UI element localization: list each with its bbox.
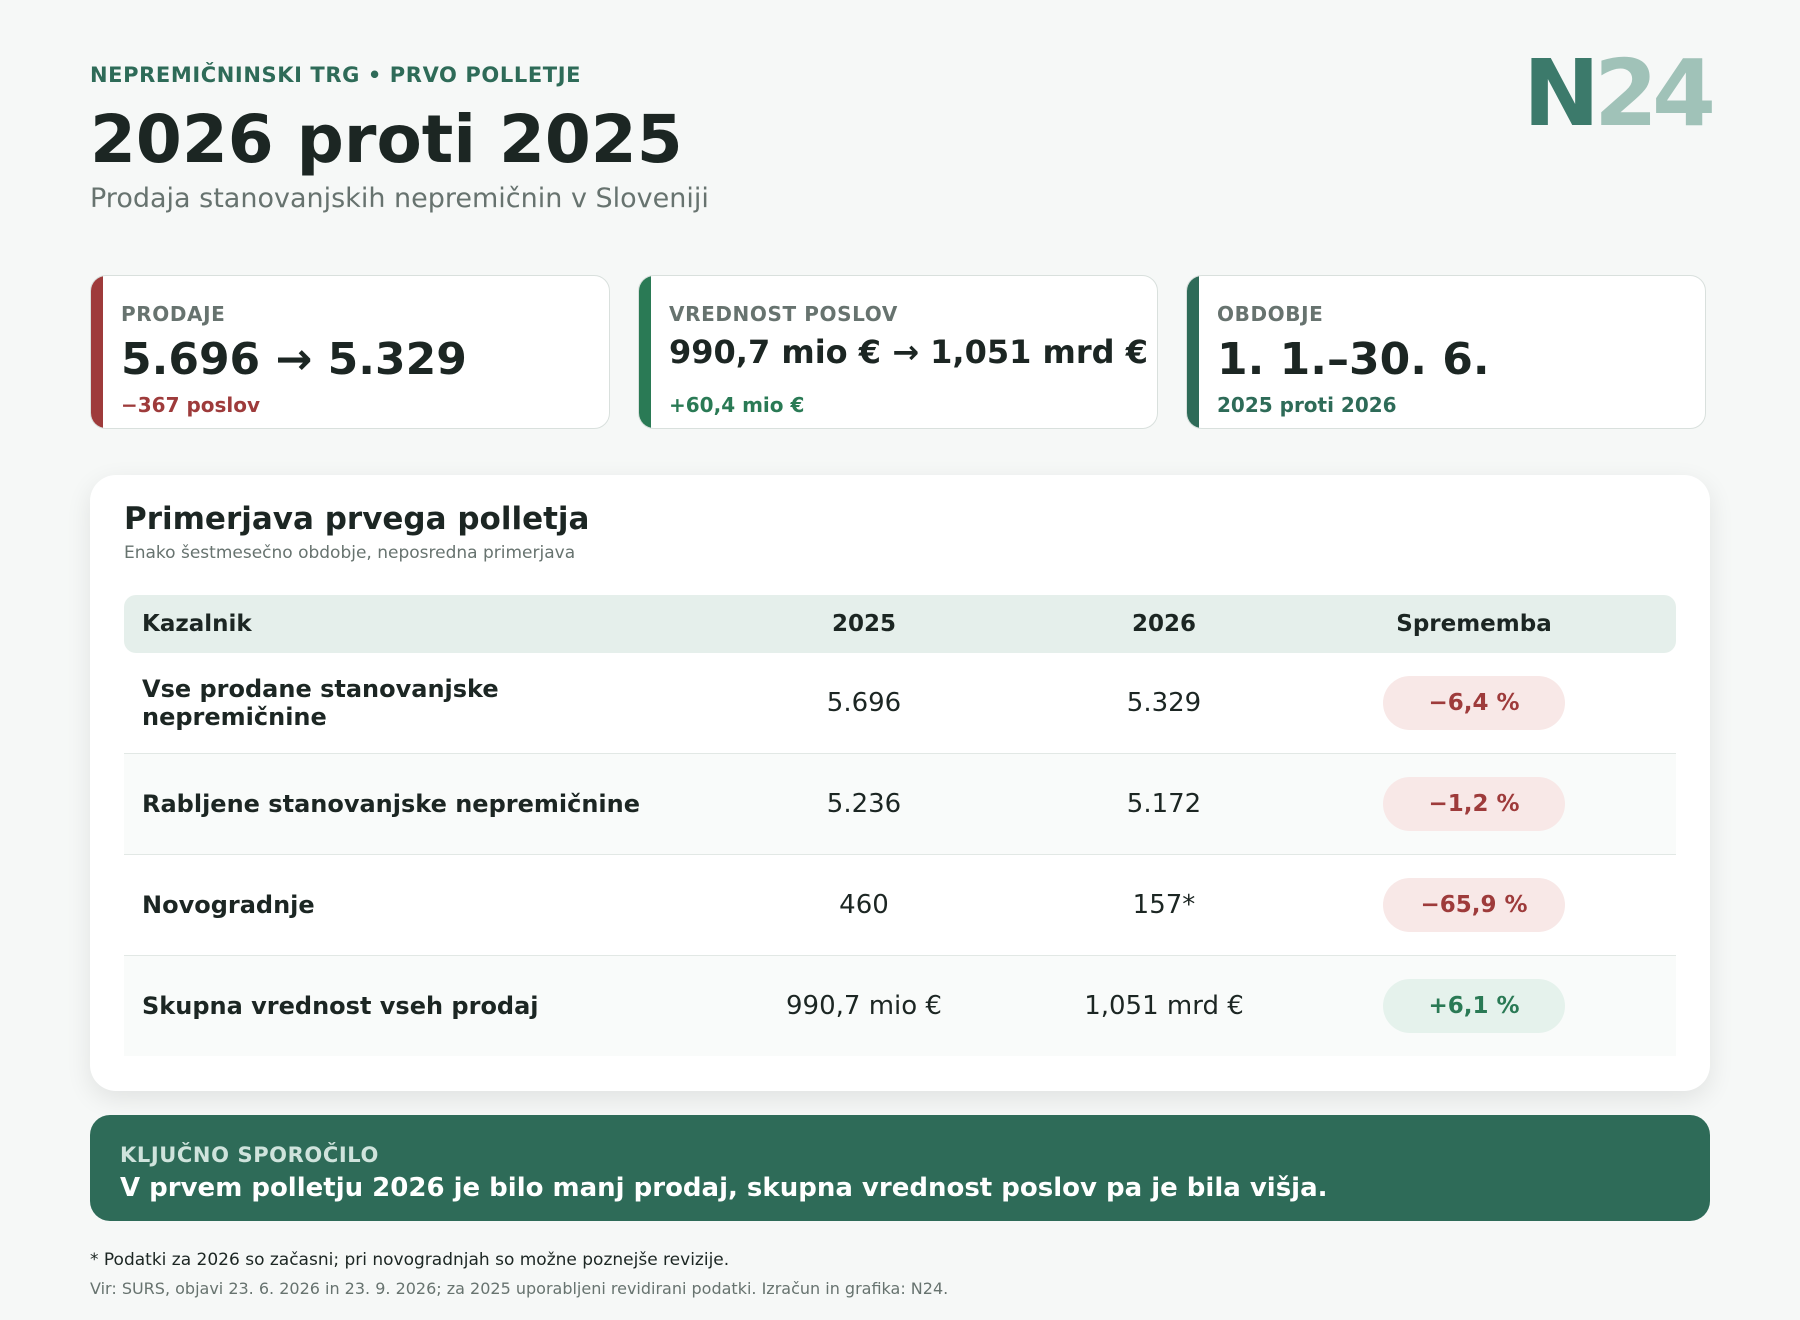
table-row: Novogradnje 460 157* −65,9 % bbox=[124, 855, 1676, 956]
card-delta: +60,4 mio € bbox=[669, 393, 805, 417]
header-indicator: Kazalnik bbox=[142, 611, 252, 637]
header-year-2026: 2026 bbox=[1131, 611, 1196, 637]
page-title: 2026 proti 2025 bbox=[90, 101, 683, 178]
row-indicator: Vse prodane stanovanjske nepremičnine bbox=[142, 675, 499, 731]
footnote: * Podatki za 2026 so začasni; pri novogr… bbox=[90, 1250, 730, 1270]
card-value: 5.696 → 5.329 bbox=[121, 334, 467, 385]
logo-letter: N bbox=[1522, 40, 1600, 147]
stat-card-period: OBDOBJE 1. 1.–30. 6. 2025 proti 2026 bbox=[1186, 275, 1706, 429]
header-change: Sprememba bbox=[1396, 611, 1552, 637]
change-badge: +6,1 % bbox=[1383, 979, 1565, 1033]
row-indicator: Rabljene stanovanjske nepremičnine bbox=[142, 790, 641, 818]
logo-number: 24 bbox=[1593, 40, 1716, 147]
page-subtitle: Prodaja stanovanjskih nepremičnin v Slov… bbox=[90, 183, 709, 214]
key-message-text: V prvem polletju 2026 je bilo manj proda… bbox=[120, 1173, 1328, 1203]
panel-subtitle: Enako šestmesečno obdobje, neposredna pr… bbox=[124, 543, 576, 563]
row-change-cell: −65,9 % bbox=[1324, 855, 1624, 955]
source-note: Vir: SURS, objavi 23. 6. 2026 in 23. 9. … bbox=[90, 1279, 949, 1298]
stat-card-value: VREDNOST POSLOV 990,7 mio € → 1,051 mrd … bbox=[638, 275, 1158, 429]
infographic-page: NEPREMIČNINSKI TRG • PRVO POLLETJE 2026 … bbox=[90, 0, 1716, 1320]
row-change-cell: −6,4 % bbox=[1324, 653, 1624, 753]
change-badge: −65,9 % bbox=[1383, 878, 1565, 932]
row-value-2026: 157* bbox=[1132, 890, 1196, 920]
card-accent-bar bbox=[1187, 276, 1199, 428]
row-value-2025: 990,7 mio € bbox=[786, 991, 942, 1021]
key-message-label: KLJUČNO SPOROČILO bbox=[120, 1143, 379, 1167]
row-value-2025: 5.696 bbox=[826, 688, 902, 718]
card-label: PRODAJE bbox=[121, 302, 226, 326]
stat-cards: PRODAJE 5.696 → 5.329 −367 poslov VREDNO… bbox=[90, 275, 1710, 431]
row-value-2025: 460 bbox=[839, 890, 889, 920]
row-value-2026: 1,051 mrd € bbox=[1084, 991, 1244, 1021]
change-badge: −6,4 % bbox=[1383, 676, 1565, 730]
card-label: OBDOBJE bbox=[1217, 302, 1324, 326]
n24-logo: N24 bbox=[1523, 48, 1716, 140]
change-badge: −1,2 % bbox=[1383, 777, 1565, 831]
panel-title: Primerjava prvega polletja bbox=[124, 501, 590, 537]
row-indicator: Novogradnje bbox=[142, 891, 315, 919]
table-row: Vse prodane stanovanjske nepremičnine 5.… bbox=[124, 653, 1676, 754]
table-row: Skupna vrednost vseh prodaj 990,7 mio € … bbox=[124, 956, 1676, 1056]
row-indicator: Skupna vrednost vseh prodaj bbox=[142, 992, 539, 1020]
card-accent-bar bbox=[91, 276, 103, 428]
comparison-table: Kazalnik 2025 2026 Sprememba Vse prodane… bbox=[124, 595, 1676, 1056]
card-accent-bar bbox=[639, 276, 651, 428]
card-delta: −367 poslov bbox=[121, 393, 261, 417]
stat-card-sales: PRODAJE 5.696 → 5.329 −367 poslov bbox=[90, 275, 610, 429]
card-value: 1. 1.–30. 6. bbox=[1217, 334, 1490, 385]
table-header: Kazalnik 2025 2026 Sprememba bbox=[124, 595, 1676, 653]
header-year-2025: 2025 bbox=[831, 611, 896, 637]
table-row: Rabljene stanovanjske nepremičnine 5.236… bbox=[124, 754, 1676, 855]
card-delta: 2025 proti 2026 bbox=[1217, 393, 1397, 417]
key-message-box: KLJUČNO SPOROČILO V prvem polletju 2026 … bbox=[90, 1115, 1710, 1221]
card-label: VREDNOST POSLOV bbox=[669, 302, 898, 326]
row-change-cell: −1,2 % bbox=[1324, 754, 1624, 854]
card-value: 990,7 mio € → 1,051 mrd € bbox=[669, 333, 1148, 371]
row-value-2026: 5.329 bbox=[1126, 688, 1202, 718]
row-value-2025: 5.236 bbox=[826, 789, 902, 819]
row-change-cell: +6,1 % bbox=[1324, 956, 1624, 1056]
row-value-2026: 5.172 bbox=[1126, 789, 1202, 819]
kicker: NEPREMIČNINSKI TRG • PRVO POLLETJE bbox=[90, 63, 582, 87]
comparison-panel: Primerjava prvega polletja Enako šestmes… bbox=[90, 475, 1710, 1091]
